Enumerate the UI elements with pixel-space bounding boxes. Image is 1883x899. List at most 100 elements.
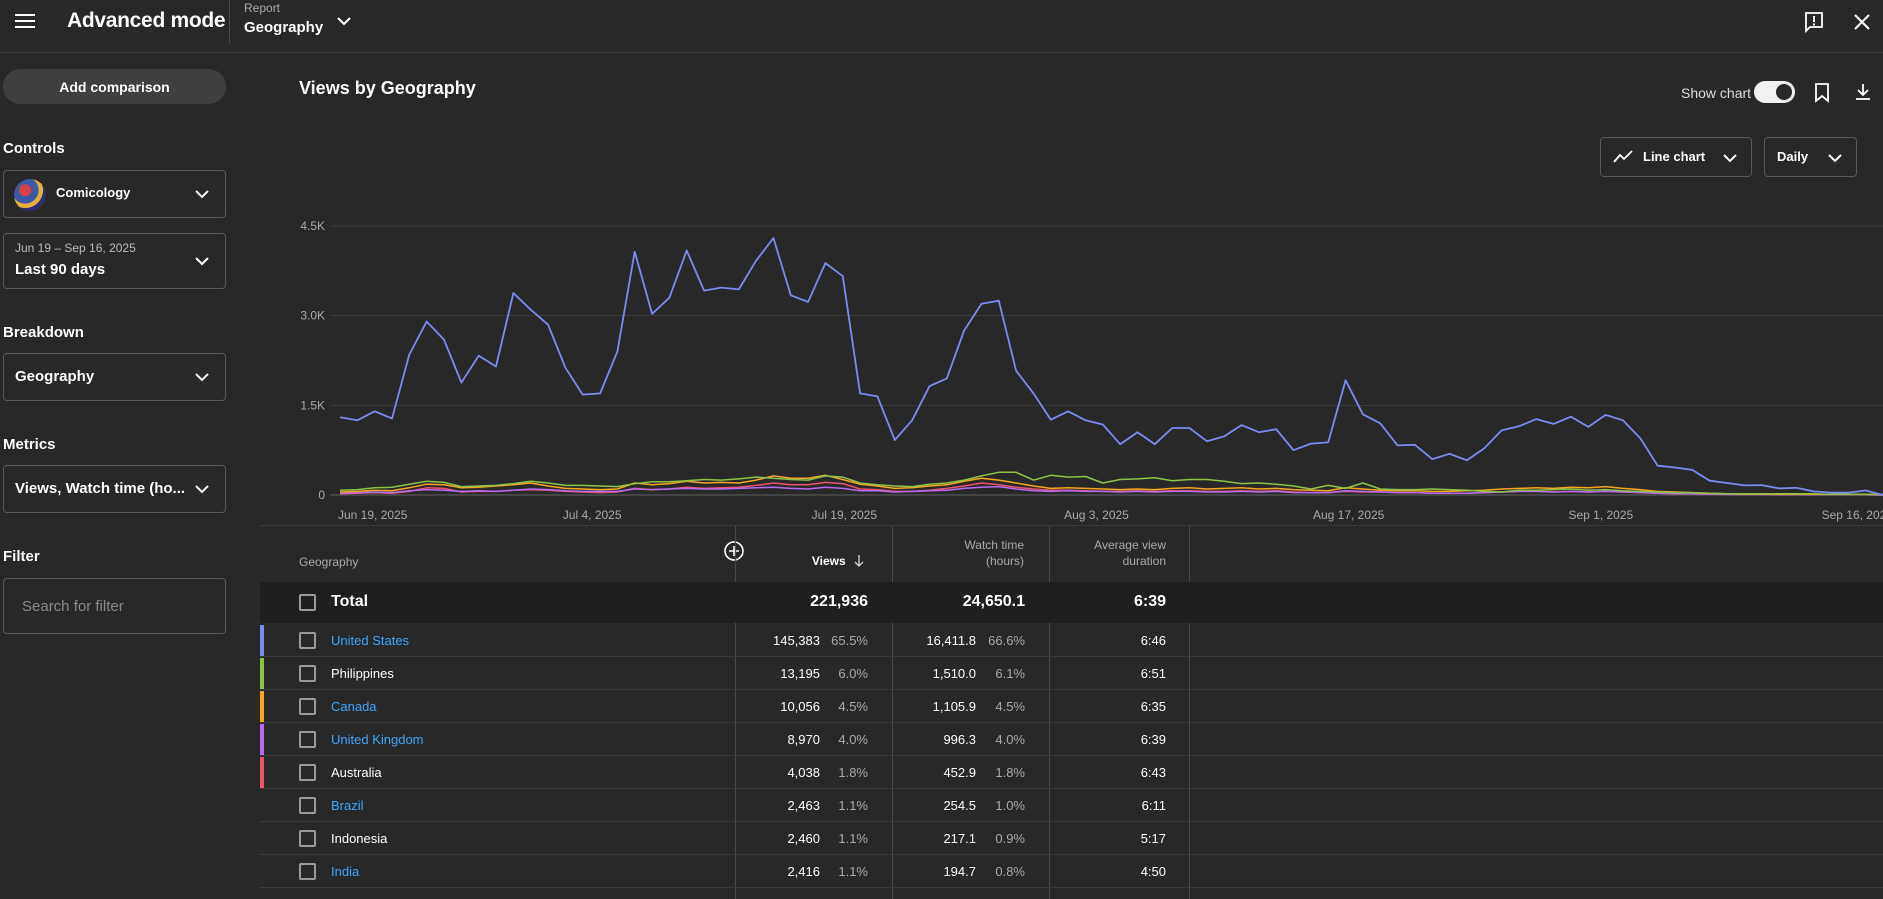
row-checkbox[interactable] [299, 731, 316, 748]
country-name: Indonesia [331, 831, 388, 846]
chevron-down-icon [1828, 154, 1842, 163]
views-percent: 1.1% [838, 798, 868, 813]
views-value: 2,463 [787, 798, 820, 813]
views-percent: 1.8% [838, 765, 868, 780]
report-value[interactable]: Geography [244, 19, 324, 36]
avg-duration-value: 6:51 [1140, 666, 1166, 681]
watch-time-percent: 0.8% [995, 864, 1025, 879]
avg-duration-value: 6:43 [1140, 765, 1166, 780]
line-chart-icon [1613, 150, 1633, 163]
date-range-text: Jun 19 – Sep 16, 2025 [15, 241, 136, 255]
views-value: 145,383 [773, 633, 820, 648]
row-checkbox[interactable] [299, 830, 316, 847]
sort-down-arrow-icon [854, 555, 864, 567]
date-range-select[interactable]: Jun 19 – Sep 16, 2025 Last 90 days [3, 233, 226, 289]
chart-title: Views by Geography [299, 78, 476, 98]
column-divider [1049, 525, 1050, 899]
x-tick-label: Jun 19, 2025 [338, 508, 408, 522]
chevron-down-icon [195, 190, 209, 199]
interval-select[interactable]: Daily [1764, 137, 1857, 177]
column-divider [892, 525, 893, 899]
breakdown-select[interactable]: Geography [3, 353, 226, 401]
views-percent: 6.0% [838, 666, 868, 681]
breakdown-value: Geography [15, 368, 95, 385]
breakdown-label: Breakdown [3, 324, 84, 341]
column-divider [1189, 525, 1190, 899]
avg-duration-value: 6:11 [1141, 798, 1166, 813]
views-value: 2,460 [787, 831, 820, 846]
download-icon[interactable] [1852, 81, 1874, 103]
series-color-strip [260, 625, 264, 656]
row-checkbox[interactable] [299, 698, 316, 715]
x-tick-label: Sep 16, 2025 [1822, 508, 1883, 522]
filter-search-input[interactable] [3, 578, 226, 634]
metrics-select[interactable]: Views, Watch time (ho... [3, 465, 226, 513]
add-comparison-button[interactable]: Add comparison [3, 69, 226, 104]
total-checkbox[interactable] [299, 594, 316, 611]
header-watch-time-line2: (hours) [985, 554, 1024, 568]
country-name[interactable]: Canada [331, 699, 377, 714]
avg-duration-value: 6:35 [1140, 699, 1166, 714]
watch-time-value: 254.5 [943, 798, 976, 813]
header-views[interactable]: Views [780, 553, 865, 569]
toggle-knob [1776, 84, 1792, 100]
country-name[interactable]: India [331, 864, 360, 879]
row-checkbox[interactable] [299, 863, 316, 880]
close-icon[interactable] [1850, 10, 1874, 34]
add-column-icon[interactable] [723, 540, 745, 562]
views-value: 2,416 [787, 864, 820, 879]
x-tick-label: Sep 1, 2025 [1568, 508, 1633, 522]
header-avg-duration[interactable]: Average view duration [1060, 537, 1166, 569]
table-row: Australia 4,038 1.8% 452.9 1.8% 6:43 [260, 756, 1883, 789]
table-row: United Kingdom 8,970 4.0% 996.3 4.0% 6:3… [260, 723, 1883, 756]
views-value: 8,970 [787, 732, 820, 747]
row-checkbox[interactable] [299, 632, 316, 649]
country-name[interactable]: Brazil [331, 798, 364, 813]
row-checkbox[interactable] [299, 764, 316, 781]
row-checkbox[interactable] [299, 665, 316, 682]
chevron-down-icon [195, 485, 209, 494]
header-watch-time-line1: Watch time [964, 538, 1024, 552]
watch-time-percent: 1.0% [995, 798, 1025, 813]
header-watch-time[interactable]: Watch time (hours) [900, 537, 1024, 569]
row-checkbox[interactable] [299, 797, 316, 814]
series-line-canada [339, 474, 1883, 496]
y-tick-label: 4.5K [300, 219, 325, 233]
views-line-chart: 4.5K 3.0K 1.5K 0 Jun 19, 2025 Jul 4, 2025 Jul … [300, 219, 1883, 522]
watch-time-percent: 4.5% [995, 699, 1025, 714]
views-percent: 4.5% [838, 699, 868, 714]
country-name[interactable]: United Kingdom [331, 732, 424, 747]
header-avg-duration-line2: duration [1122, 554, 1166, 568]
watch-time-percent: 66.6% [988, 633, 1025, 648]
table-row: Indonesia 2,460 1.1% 217.1 0.9% 5:17 [260, 822, 1883, 855]
report-chevron-down-icon[interactable] [333, 10, 355, 32]
views-value: 10,056 [780, 699, 820, 714]
channel-select[interactable]: Comicology [3, 170, 226, 218]
views-percent: 1.1% [838, 831, 868, 846]
series-color-strip [260, 658, 264, 689]
metrics-label: Metrics [3, 436, 56, 453]
column-divider [735, 525, 736, 899]
total-views: 221,936 [810, 593, 868, 610]
date-preset-text: Last 90 days [15, 261, 106, 278]
feedback-icon[interactable] [1802, 10, 1826, 34]
x-tick-label: Jul 4, 2025 [563, 508, 622, 522]
table-row: India 2,416 1.1% 194.7 0.8% 4:50 [260, 855, 1883, 888]
sidebar: Add comparison Controls Comicology Jun 1… [0, 54, 230, 899]
chart-type-label: Line chart [1643, 149, 1706, 164]
bookmark-icon[interactable] [1811, 81, 1833, 103]
country-name: Australia [331, 765, 382, 780]
x-tick-label: Aug 3, 2025 [1064, 508, 1129, 522]
report-label: Report [244, 1, 281, 15]
country-name[interactable]: United States [331, 633, 410, 648]
show-chart-toggle[interactable] [1754, 81, 1795, 103]
chevron-down-icon [195, 257, 209, 266]
show-chart-label: Show chart [1681, 85, 1752, 101]
hamburger-menu-icon[interactable] [12, 8, 38, 34]
chart-type-select[interactable]: Line chart [1600, 137, 1752, 177]
watch-time-percent: 6.1% [995, 666, 1025, 681]
views-percent: 4.0% [838, 732, 868, 747]
avg-duration-value: 6:46 [1140, 633, 1166, 648]
table-row: Philippines 13,195 6.0% 1,510.0 6.1% 6:5… [260, 657, 1883, 690]
views-value: 13,195 [780, 666, 820, 681]
